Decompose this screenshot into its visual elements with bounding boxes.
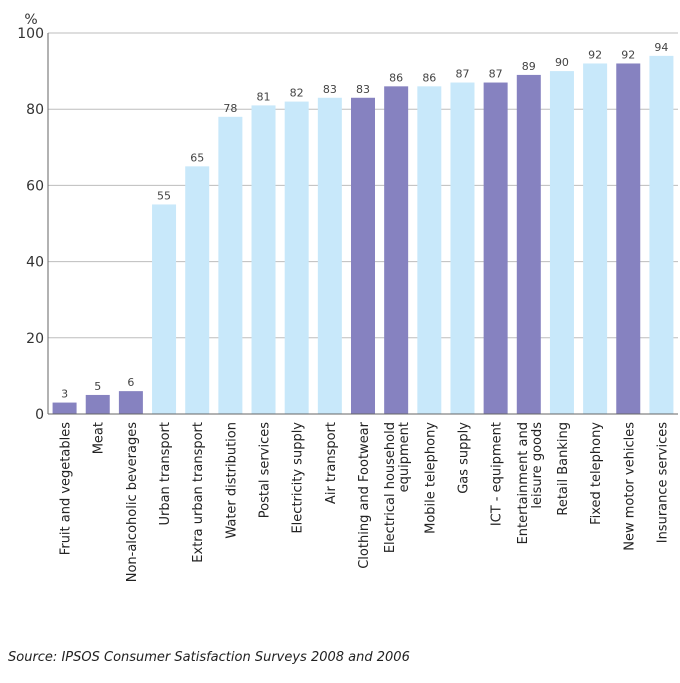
value-label: 78 bbox=[223, 102, 237, 115]
category-label: Retail Banking bbox=[556, 422, 571, 516]
value-label: 55 bbox=[157, 189, 171, 202]
category-label: Water distribution bbox=[224, 422, 239, 539]
source-note: Source: IPSOS Consumer Satisfaction Surv… bbox=[8, 650, 410, 665]
value-label: 87 bbox=[455, 68, 469, 81]
value-label: 86 bbox=[389, 71, 403, 84]
category-labels: Fruit and vegetables Meat Non-alcoholic be… bbox=[59, 421, 671, 582]
category-label: Non-alcoholic beverages bbox=[125, 422, 140, 582]
value-label: 90 bbox=[555, 56, 569, 69]
value-labels: 3 5 6 55 65 78 81 82 83 83 86 86 87 87 89 90 92 92 94 bbox=[61, 41, 668, 401]
bar-chart: % 0 20 40 60 80 100 3 5 6 55 65 78 81 82 83 83 86 86 87 87… bbox=[17, 12, 678, 582]
value-label: 89 bbox=[522, 60, 536, 73]
category-label: Gas supply bbox=[456, 422, 471, 494]
bar bbox=[516, 74, 541, 414]
value-label: 92 bbox=[621, 48, 635, 61]
bar bbox=[649, 55, 674, 415]
y-tick-label: 80 bbox=[26, 102, 44, 118]
value-label: 82 bbox=[290, 87, 304, 100]
y-axis-ticks: 0 20 40 60 80 100 bbox=[17, 26, 44, 423]
category-label: Electrical householdequipment bbox=[383, 422, 412, 553]
y-tick-label: 40 bbox=[26, 255, 44, 271]
category-label: Fruit and vegetables bbox=[59, 422, 74, 555]
bar bbox=[52, 402, 77, 414]
bar bbox=[118, 391, 143, 414]
category-label: ICT - equipment bbox=[490, 422, 505, 526]
value-label: 3 bbox=[61, 388, 68, 401]
y-tick-label: 60 bbox=[26, 178, 44, 194]
value-label: 87 bbox=[489, 68, 503, 81]
bar bbox=[185, 166, 210, 414]
y-unit-label: % bbox=[24, 12, 37, 28]
value-label: 92 bbox=[588, 48, 602, 61]
value-label: 83 bbox=[323, 83, 337, 96]
category-label: Extra urban transport bbox=[191, 422, 206, 563]
value-label: 81 bbox=[257, 90, 271, 103]
bar bbox=[284, 101, 309, 414]
bar bbox=[218, 116, 243, 414]
bar bbox=[85, 394, 110, 414]
bar bbox=[616, 63, 641, 414]
category-label: Postal services bbox=[258, 422, 273, 518]
bar bbox=[549, 71, 574, 414]
category-label: Fixed telephony bbox=[589, 422, 604, 525]
category-label: Clothing and Footwear bbox=[357, 421, 372, 568]
category-label: Meat bbox=[92, 422, 107, 454]
bar bbox=[251, 105, 276, 414]
bar bbox=[450, 82, 475, 414]
bar bbox=[583, 63, 608, 414]
bar bbox=[317, 97, 342, 415]
value-label: 86 bbox=[422, 71, 436, 84]
category-label: Electricity supply bbox=[291, 422, 306, 534]
category-label: Insurance services bbox=[655, 422, 670, 543]
value-label: 5 bbox=[94, 380, 101, 393]
value-label: 65 bbox=[190, 151, 204, 164]
bar bbox=[351, 97, 375, 415]
value-label: 83 bbox=[356, 83, 370, 96]
y-tick-label: 20 bbox=[26, 331, 44, 347]
category-label: New motor vehicles bbox=[622, 422, 637, 551]
value-label: 6 bbox=[127, 376, 134, 389]
bar bbox=[152, 204, 177, 414]
value-label: 94 bbox=[654, 41, 668, 54]
bars bbox=[52, 55, 674, 415]
bar bbox=[384, 86, 409, 414]
y-tick-label: 0 bbox=[35, 407, 44, 423]
category-label: Entertainment andleisure goods bbox=[516, 422, 545, 545]
bar bbox=[483, 82, 508, 414]
bar bbox=[417, 86, 442, 414]
category-label: Urban transport bbox=[158, 422, 173, 526]
category-label: Mobile telephony bbox=[423, 422, 438, 534]
category-label: Air transport bbox=[324, 422, 339, 504]
y-tick-label: 100 bbox=[17, 26, 44, 42]
